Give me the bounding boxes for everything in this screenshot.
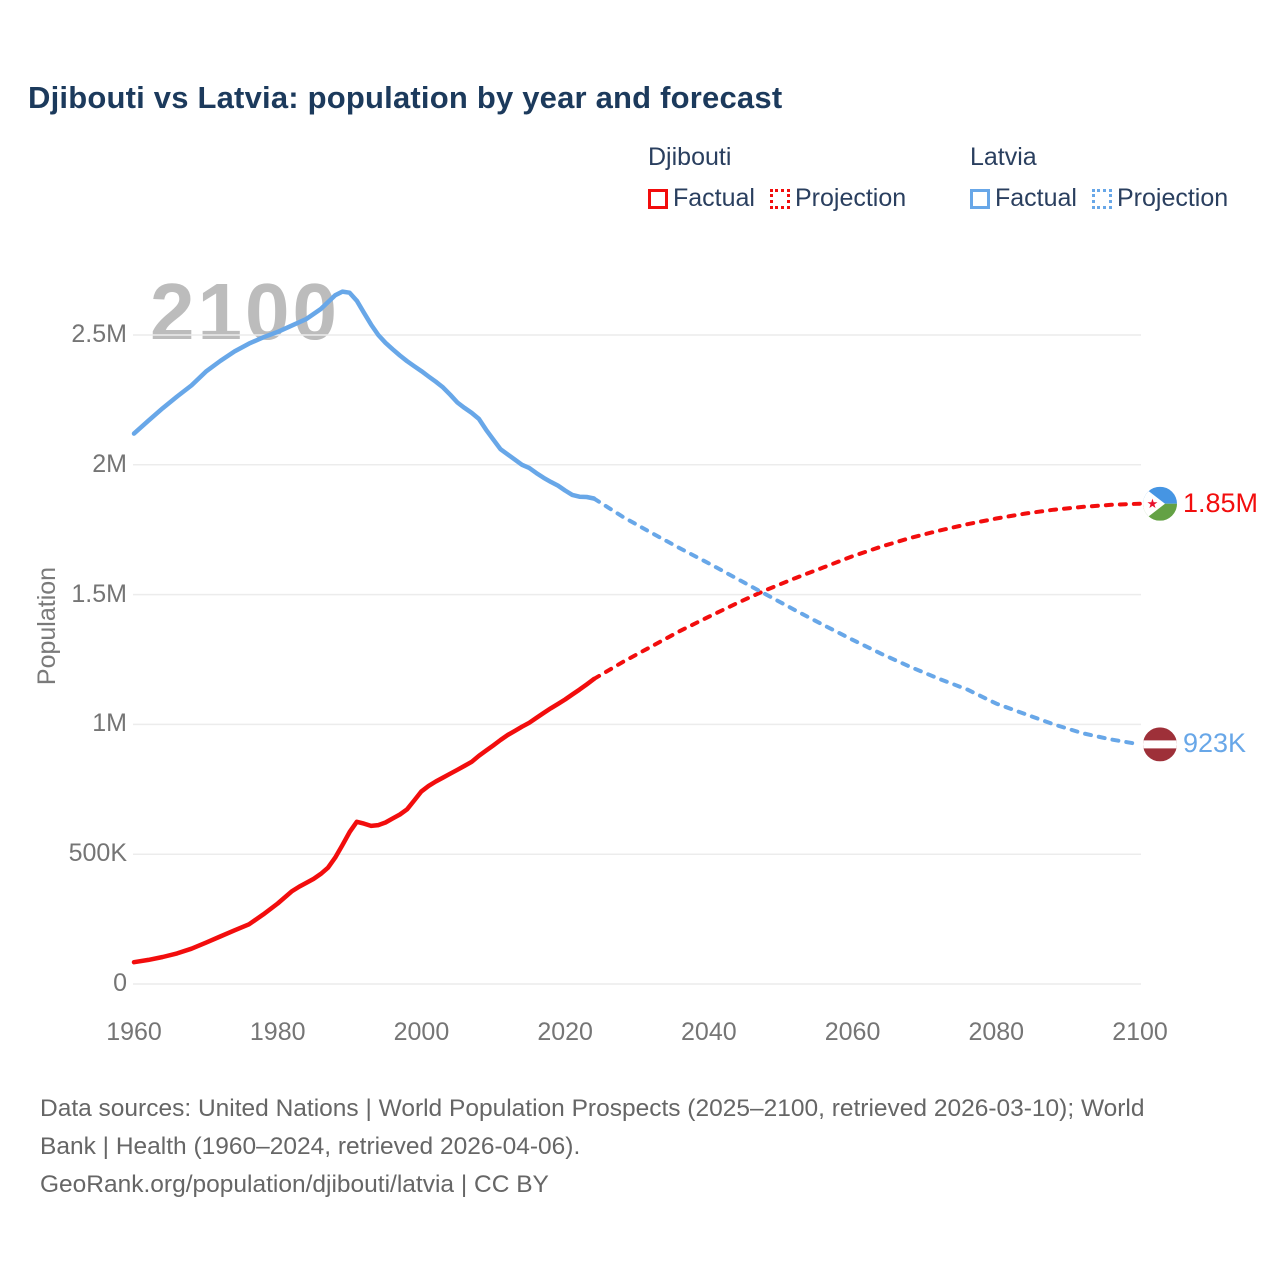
legend-swatch-latvia-factual xyxy=(970,188,990,209)
legend-item-djibouti-factual[interactable]: Factual xyxy=(648,184,755,213)
x-tick-label: 1980 xyxy=(249,1018,306,1046)
x-tick-label: 2040 xyxy=(681,1018,737,1046)
legend-label: Projection xyxy=(1116,184,1229,212)
legend-label: Factual xyxy=(995,184,1077,212)
x-tick-label: 2080 xyxy=(968,1018,1025,1046)
y-tick-label: 1M xyxy=(92,709,127,738)
series-line-djibouti-factual xyxy=(131,676,597,965)
legend-item-latvia-factual[interactable]: Factual xyxy=(970,184,1077,213)
page-title: Djibouti vs Latvia: population by year a… xyxy=(28,80,783,115)
svg-text:★: ★ xyxy=(1147,496,1159,511)
footer: Data sources: United Nations | World Pop… xyxy=(40,1090,1144,1204)
legend-label: Factual xyxy=(673,184,755,212)
x-tick-label: 2000 xyxy=(393,1018,450,1046)
legend-row-latvia: Factual Projection xyxy=(970,184,1243,213)
georank-attribution-link[interactable]: GeoRank.org/population/djibouti/latvia |… xyxy=(40,1171,549,1198)
y-tick-label: 2M xyxy=(92,449,127,478)
end-label-latvia: 923K xyxy=(1183,728,1247,759)
x-tick-label: 2020 xyxy=(537,1018,593,1046)
end-label-djibouti: 1.85M xyxy=(1183,487,1259,518)
legend-row-djibouti: Factual Projection xyxy=(648,184,921,213)
gridlines xyxy=(133,334,1141,985)
djibouti-flag-icon: ★ xyxy=(1143,486,1177,521)
legend-swatch-djibouti-projection xyxy=(769,188,790,209)
legend-swatch-djibouti-factual xyxy=(648,188,668,209)
x-tick-label: 2060 xyxy=(824,1018,881,1046)
series-line-latvia-projection xyxy=(591,496,1142,747)
series-lines xyxy=(131,289,1142,965)
legend-label: Projection xyxy=(794,184,907,212)
y-tick-label: 500K xyxy=(68,839,127,868)
data-sources-line-2: Bank | Health (1960–2024, retrieved 2026… xyxy=(40,1133,581,1160)
x-tick-label: 1960 xyxy=(106,1018,162,1046)
legend-group-title-latvia: Latvia xyxy=(970,143,1037,171)
y-tick-label: 1.5M xyxy=(71,579,127,608)
y-tick-label: 0 xyxy=(113,969,127,997)
series-line-djibouti-projection xyxy=(591,501,1142,681)
watermark-year: 2100 xyxy=(150,267,340,356)
x-tick-label: 2100 xyxy=(1112,1018,1168,1046)
latvia-flag-icon xyxy=(1143,727,1177,762)
legend-group-latvia: Latvia Factual Projection xyxy=(970,143,1243,213)
y-tick-label: 2.5M xyxy=(71,320,127,348)
legend-group-djibouti: Djibouti Factual Projection xyxy=(648,143,921,213)
legend-item-latvia-projection[interactable]: Projection xyxy=(1091,184,1229,213)
legend-swatch-latvia-projection xyxy=(1091,188,1112,209)
legend-group-title-djibouti: Djibouti xyxy=(648,143,732,171)
data-sources-line-1: Data sources: United Nations | World Pop… xyxy=(40,1095,1145,1122)
legend-item-djibouti-projection[interactable]: Projection xyxy=(769,184,907,213)
series-line-latvia-factual xyxy=(131,289,597,501)
